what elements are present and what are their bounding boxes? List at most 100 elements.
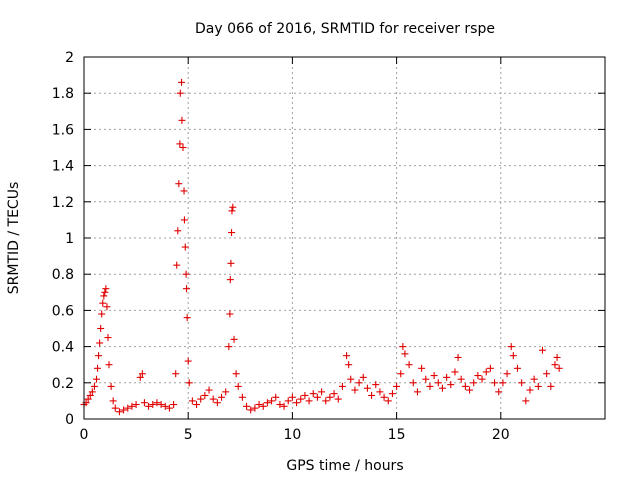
data-point (183, 314, 191, 322)
data-point (109, 397, 117, 405)
y-tick-label: 1.6 (52, 122, 74, 138)
data-point (230, 335, 238, 343)
data-point (376, 388, 384, 396)
plot-frame (83, 56, 606, 420)
data-point (185, 379, 193, 387)
data-point (247, 406, 255, 414)
x-tick-label: 5 (184, 427, 193, 443)
data-point (555, 364, 563, 372)
x-tick-label: 20 (492, 427, 510, 443)
data-point (284, 397, 292, 405)
data-point (363, 384, 371, 392)
y-tick-label: 1.8 (52, 86, 74, 102)
data-point (132, 401, 140, 409)
data-point (115, 408, 123, 416)
data-point (228, 207, 236, 215)
data-point (401, 350, 409, 358)
data-point (149, 401, 157, 409)
data-point (153, 399, 161, 407)
data-point (534, 382, 542, 390)
data-point (451, 368, 459, 376)
data-point (255, 401, 263, 409)
y-tick-label: 1.2 (52, 195, 74, 211)
data-point (97, 325, 105, 332)
data-point (438, 384, 446, 392)
data-point (280, 402, 288, 410)
data-point (499, 379, 507, 387)
data-point (409, 379, 417, 387)
data-point (101, 288, 109, 296)
data-point (179, 144, 187, 151)
data-point (399, 343, 407, 351)
data-point (259, 402, 267, 410)
data-point (86, 391, 94, 399)
y-tick-label: 1 (65, 231, 74, 247)
data-point (140, 399, 148, 407)
data-point (111, 404, 119, 412)
data-point (120, 406, 128, 414)
data-point (213, 399, 221, 407)
data-point (326, 393, 334, 401)
data-point (466, 386, 474, 394)
data-point (96, 339, 104, 347)
data-point (551, 361, 559, 369)
data-point (124, 404, 132, 412)
y-tick-label: 0.2 (52, 376, 74, 392)
data-point (486, 364, 494, 372)
x-tick-label: 15 (388, 427, 406, 443)
data-point (491, 379, 499, 387)
data-point (251, 404, 259, 412)
data-point (170, 401, 178, 409)
data-point (99, 299, 107, 307)
data-point (145, 402, 153, 410)
data-point (176, 140, 184, 148)
y-tick-label: 0.8 (52, 267, 74, 283)
data-point (222, 388, 230, 396)
data-point (178, 116, 186, 124)
data-point (368, 391, 376, 399)
data-point (422, 375, 430, 383)
data-point (232, 370, 240, 378)
data-point (288, 393, 296, 401)
data-point (229, 203, 237, 211)
data-point (345, 361, 353, 369)
data-point (165, 404, 173, 412)
data-point (181, 243, 189, 251)
data-point (209, 395, 217, 403)
data-point (454, 353, 462, 361)
data-point (474, 372, 482, 380)
data-point (175, 180, 183, 188)
data-point (173, 261, 181, 269)
data-point (478, 375, 486, 383)
data-point (136, 373, 144, 381)
data-point (174, 227, 182, 235)
y-axis-label: SRMTID / TECUs (6, 182, 22, 295)
data-point (276, 401, 284, 409)
data-point (297, 395, 305, 403)
data-point (372, 381, 380, 389)
data-point (84, 395, 92, 403)
data-point (470, 379, 478, 387)
data-point (509, 352, 517, 360)
data-point (107, 382, 115, 390)
data-point (322, 397, 330, 405)
data-point (197, 395, 205, 403)
data-point (102, 285, 110, 293)
y-tick-label: 0.6 (52, 303, 74, 319)
data-point (426, 382, 434, 390)
data-point (138, 370, 146, 378)
x-axis-label: GPS time / hours (286, 458, 403, 474)
data-point (380, 393, 388, 401)
x-tick-label: 10 (283, 427, 301, 443)
data-point (172, 370, 180, 378)
data-point (93, 375, 101, 383)
data-point (547, 382, 555, 390)
data-point (234, 382, 242, 390)
data-point (305, 397, 313, 405)
data-point (105, 361, 113, 369)
data-point (351, 386, 359, 394)
data-point (263, 399, 271, 407)
data-point (161, 402, 169, 410)
data-point (447, 381, 455, 389)
